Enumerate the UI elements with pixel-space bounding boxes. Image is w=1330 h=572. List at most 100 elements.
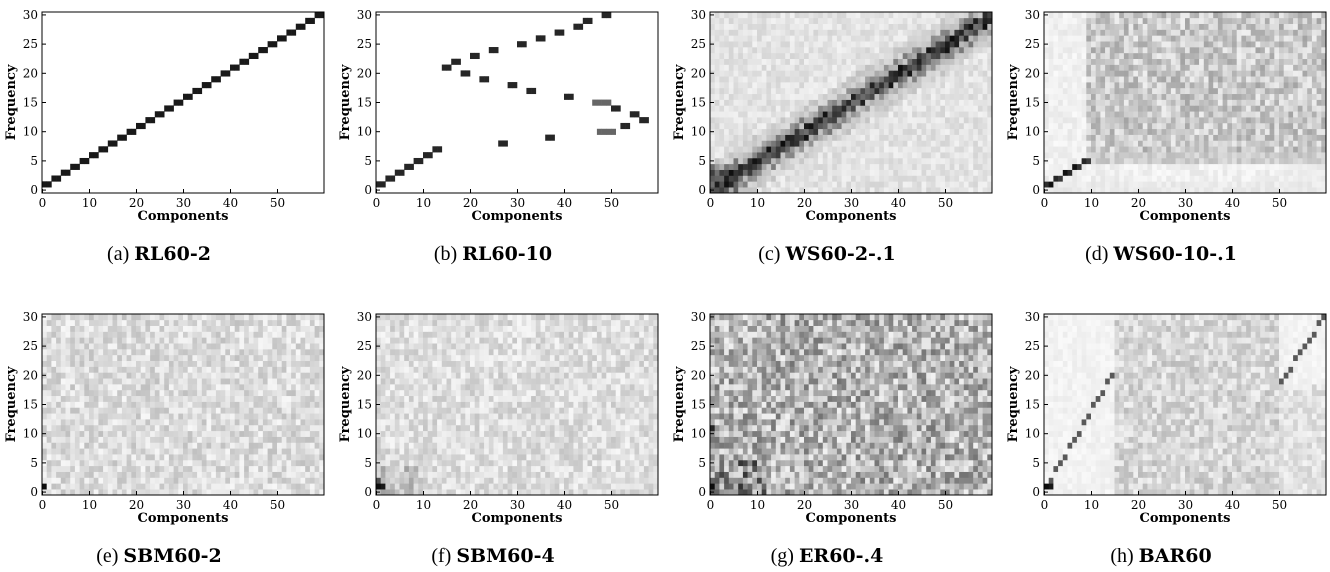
heat-cell: [1091, 76, 1096, 82]
heat-cell: [757, 70, 762, 76]
heat-cell: [752, 82, 757, 88]
heat-cell: [766, 105, 771, 111]
heat-cell: [1223, 146, 1228, 152]
heat-cell: [809, 152, 814, 158]
heat-cell: [1133, 41, 1138, 47]
heat-cell: [1270, 12, 1275, 18]
heat-cell: [969, 12, 974, 18]
heat-cell: [84, 437, 89, 443]
heat-cell: [903, 88, 908, 94]
heat-cell: [84, 431, 89, 437]
heat-cell: [1091, 88, 1096, 94]
heat-cell: [1293, 41, 1298, 47]
heat-cell: [752, 30, 757, 36]
heat-cell: [1194, 152, 1199, 158]
heat-cell: [799, 187, 804, 193]
heat-cell: [1232, 135, 1237, 141]
heat-cell: [931, 47, 936, 53]
heat-cell: [1307, 12, 1312, 18]
heat-cell: [973, 135, 978, 141]
heat-cell: [606, 12, 611, 18]
heat-cell: [127, 407, 132, 413]
heat-cell: [1152, 100, 1157, 106]
heat-cell: [145, 466, 150, 472]
heat-cell: [875, 88, 880, 94]
heat-cell: [842, 65, 847, 71]
heat-cell: [1110, 135, 1115, 141]
heat-cell: [931, 94, 936, 100]
heat-cell: [1157, 30, 1162, 36]
heat-cell: [1279, 94, 1284, 100]
heat-cell: [1190, 30, 1195, 36]
heat-cell: [828, 105, 833, 111]
heat-cell: [178, 489, 183, 495]
heat-cell: [1063, 117, 1068, 123]
heat-cell: [145, 472, 150, 478]
heat-cell: [169, 442, 174, 448]
heat-cell: [1166, 140, 1171, 146]
heat-cell: [983, 70, 988, 76]
heat-cell: [301, 466, 306, 472]
heat-cell: [766, 123, 771, 129]
heat-cell: [1199, 24, 1204, 30]
heat-cell: [1162, 140, 1167, 146]
heat-cell: [912, 94, 917, 100]
heat-cell: [47, 472, 52, 478]
heat-cell: [1176, 158, 1181, 164]
heat-cell: [922, 59, 927, 65]
heat-cell: [155, 483, 160, 489]
heat-cell: [1105, 135, 1110, 141]
heat-cell: [1044, 35, 1049, 41]
heat-cell: [160, 413, 165, 419]
heat-cell: [964, 53, 969, 59]
heat-cell: [917, 170, 922, 176]
heat-cell: [1072, 30, 1077, 36]
heat-cell: [1091, 140, 1096, 146]
heat-cell: [1218, 94, 1223, 100]
heat-cell: [1199, 129, 1204, 135]
heat-cell: [70, 489, 75, 495]
heat-cell: [715, 146, 720, 152]
heat-cell: [1185, 65, 1190, 71]
heatmap-cells: [1044, 12, 1326, 193]
heat-cell: [1166, 164, 1171, 170]
heat-cell: [766, 94, 771, 100]
heat-cell: [715, 12, 720, 18]
heat-cell: [860, 170, 865, 176]
heat-cell: [856, 41, 861, 47]
heat-cell: [954, 181, 959, 187]
heat-cell: [1317, 170, 1322, 176]
heat-cell: [781, 181, 786, 187]
heat-cell: [1096, 181, 1101, 187]
heat-cell: [286, 489, 291, 495]
heat-cell: [1204, 187, 1209, 193]
heat-cell: [889, 158, 894, 164]
heat-cell: [1044, 76, 1049, 82]
heat-cell: [1166, 175, 1171, 181]
y-tick-label: 15: [23, 96, 38, 110]
heat-cell: [1209, 140, 1214, 146]
heat-cell: [122, 466, 127, 472]
heat-cell: [832, 88, 837, 94]
heat-cell: [809, 53, 814, 59]
heat-cell: [136, 437, 141, 443]
heat-cell: [1096, 35, 1101, 41]
heat-cell: [743, 187, 748, 193]
heat-cell: [1138, 53, 1143, 59]
heat-cell: [865, 41, 870, 47]
heat-cell: [1053, 146, 1058, 152]
heat-cell: [277, 425, 282, 431]
heat-cell: [183, 448, 188, 454]
heat-cell: [724, 65, 729, 71]
heat-cell: [1162, 123, 1167, 129]
heat-cell: [244, 437, 249, 443]
heat-cell: [776, 123, 781, 129]
heat-cell: [860, 140, 865, 146]
heat-cell: [211, 483, 216, 489]
heat-cell: [945, 100, 950, 106]
heat-cell: [1119, 24, 1124, 30]
heat-cell: [211, 460, 216, 466]
heat-cell: [804, 47, 809, 53]
heat-cell: [569, 94, 574, 100]
heat-cell: [282, 472, 287, 478]
